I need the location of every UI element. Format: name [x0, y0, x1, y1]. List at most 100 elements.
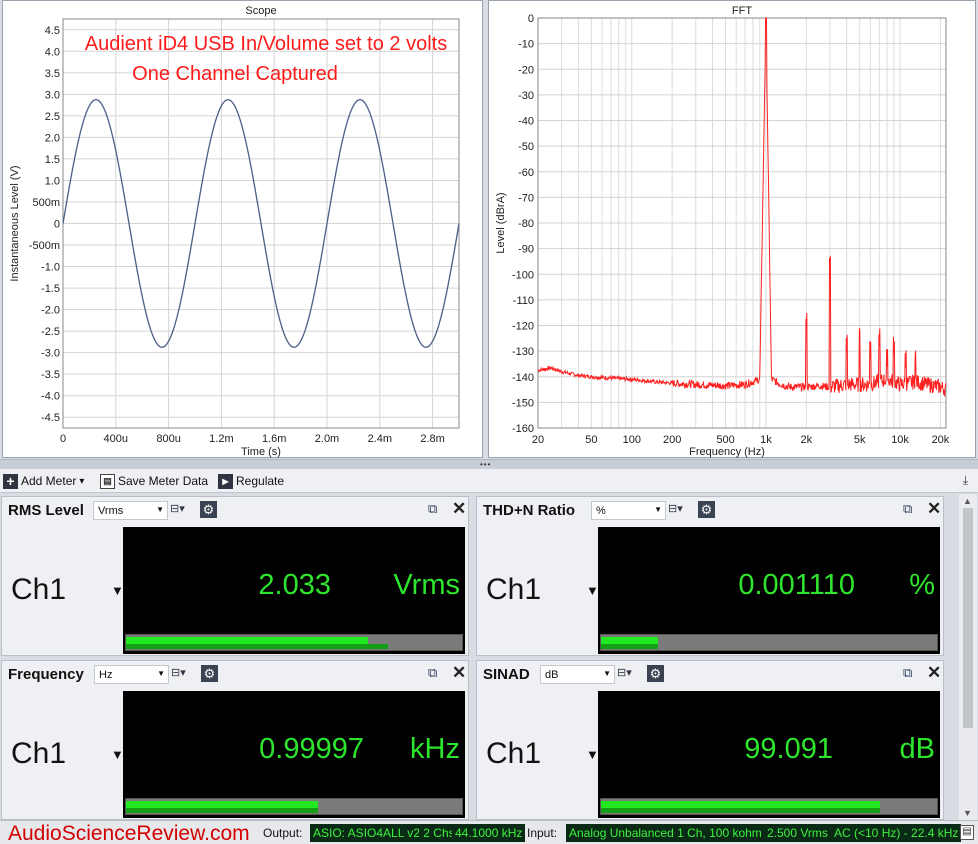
scope-y-tick: 4.5 [45, 25, 60, 37]
sinad-meter: SINAD dB ▼ ⊟▾ ⚙ ⧉ ✕ Ch1 ▼ 99.091 dB [476, 660, 944, 820]
add-meter-button[interactable]: + Add Meter ▾ [3, 472, 84, 490]
download-icon[interactable]: ⤓ [962, 473, 968, 487]
panel-splitter[interactable]: ••• [0, 459, 978, 469]
scope-x-tick: 1.6m [262, 433, 286, 445]
meter-display: 0.001110% [598, 527, 940, 654]
chevron-down-icon: ▼ [654, 505, 662, 514]
popout-icon[interactable]: ⧉ [903, 501, 913, 516]
meter-value: 0.001110 [738, 569, 855, 601]
status-menu-icon[interactable]: ▤ [960, 825, 974, 840]
level-bar-peak [601, 808, 880, 813]
scope-y-tick: -3.5 [41, 369, 60, 381]
graph-icon[interactable]: ⊟▾ [170, 503, 185, 515]
meter-unit: % [909, 569, 935, 601]
level-bar [600, 634, 938, 651]
fft-y-tick: -60 [518, 167, 534, 179]
scope-y-tick: -500m [29, 240, 60, 252]
save-meter-data-button[interactable]: ▤ Save Meter Data [100, 472, 208, 490]
scope-y-tick: 1.0 [45, 175, 60, 187]
meter-header: RMS Level Vrms ▼ ⊟▾ ⚙ ⧉ ✕ [2, 497, 468, 523]
unit-select[interactable]: Hz ▼ [94, 665, 169, 684]
popout-icon[interactable]: ⧉ [428, 501, 438, 516]
regulate-label: Regulate [236, 474, 285, 488]
save-meter-data-label: Save Meter Data [118, 474, 209, 488]
scroll-down-icon[interactable]: ▼ [963, 808, 972, 818]
unit-select[interactable]: dB ▼ [540, 665, 615, 684]
graph-icon[interactable]: ⊟▾ [617, 667, 632, 679]
level-bar [600, 798, 938, 815]
meters-scrollbar[interactable]: ▲ ▼ [959, 494, 977, 820]
scope-x-tick: 1.2m [209, 433, 233, 445]
chevron-down-icon: ▼ [157, 669, 165, 678]
chevron-down-icon: ▾ [79, 475, 85, 487]
input-device-button[interactable]: Analog Unbalanced 1 Ch, 100 kohm [566, 824, 765, 842]
popout-icon[interactable]: ⧉ [903, 665, 913, 680]
annotation-line-1: Audient iD4 USB In/Volume set to 2 volts [85, 33, 447, 55]
popout-icon[interactable]: ⧉ [428, 665, 438, 680]
output-device-button[interactable]: ASIO: ASIO4ALL v2 2 Chs [310, 824, 458, 842]
fft-y-tick: -110 [513, 295, 534, 307]
graph-icon[interactable]: ⊟▾ [171, 667, 186, 679]
meter-title: THD+N Ratio [483, 502, 576, 519]
annotation-line-2: One Channel Captured [132, 63, 338, 85]
fft-y-tick: -90 [518, 244, 534, 256]
meter-title: RMS Level [8, 502, 84, 519]
fft-y-label: Level (dBrA) [495, 192, 507, 253]
channel-dropdown-icon[interactable]: ▼ [111, 747, 124, 762]
fft-y-tick: -70 [518, 192, 534, 204]
gear-icon[interactable]: ⚙ [201, 665, 218, 682]
unit-select[interactable]: Vrms ▼ [93, 501, 168, 520]
channel-label: Ch1 [486, 737, 542, 770]
meter-title: Frequency [8, 666, 84, 683]
fft-y-tick: -30 [518, 90, 534, 102]
fft-x-tick: 2k [800, 434, 812, 446]
input-filter-button[interactable]: AC (<10 Hz) - 22.4 kHz [831, 824, 962, 842]
gear-icon[interactable]: ⚙ [698, 501, 715, 518]
close-icon[interactable]: ✕ [927, 499, 942, 518]
meter-header: SINAD dB ▼ ⊟▾ ⚙ ⧉ ✕ [477, 661, 943, 687]
scroll-up-icon[interactable]: ▲ [963, 496, 972, 506]
unit-select-value: % [596, 505, 606, 517]
level-bar [125, 634, 463, 651]
scope-y-tick: 4.0 [45, 46, 60, 58]
scope-y-tick: -4.5 [41, 412, 60, 424]
graph-icon[interactable]: ⊟▾ [668, 503, 683, 515]
meter-unit: dB [899, 733, 935, 765]
status-bar: AudioScienceReview.com Output: ASIO: ASI… [0, 820, 978, 844]
channel-dropdown-icon[interactable]: ▼ [111, 583, 124, 598]
save-icon: ▤ [100, 473, 115, 489]
fft-x-tick: 100 [623, 434, 641, 446]
input-range-button[interactable]: 2.500 Vrms [764, 824, 831, 842]
fft-y-tick: -20 [518, 64, 534, 76]
splitter-grip-icon[interactable]: ••• [480, 460, 492, 469]
scope-x-tick: 800u [156, 433, 180, 445]
level-bar-fill [126, 637, 368, 644]
unit-select[interactable]: % ▼ [591, 501, 666, 520]
regulate-button[interactable]: ▶ Regulate [218, 472, 284, 490]
meter-header: Frequency Hz ▼ ⊟▾ ⚙ ⧉ ✕ [2, 661, 468, 687]
scope-x-tick: 2.4m [368, 433, 392, 445]
channel-dropdown-icon[interactable]: ▼ [586, 747, 599, 762]
scroll-thumb[interactable] [963, 508, 973, 728]
fft-y-tick: -130 [512, 346, 534, 358]
play-icon: ▶ [218, 473, 233, 489]
close-icon[interactable]: ✕ [927, 663, 942, 682]
channel-dropdown-icon[interactable]: ▼ [586, 583, 599, 598]
channel-label: Ch1 [486, 573, 542, 606]
gear-icon[interactable]: ⚙ [200, 501, 217, 518]
meter-header: THD+N Ratio% ▼ ⊟▾ ⚙ ⧉ ✕ [477, 497, 943, 523]
fft-spectrum-line [537, 17, 947, 397]
output-rate-button[interactable]: 44.1000 kHz [452, 824, 526, 842]
scope-y-tick: 3.5 [45, 68, 60, 80]
input-label: Input: [527, 826, 558, 840]
close-icon[interactable]: ✕ [452, 499, 467, 518]
fft-plot-border [537, 17, 947, 429]
fft-y-tick: -160 [512, 423, 534, 435]
rms-level-meter: RMS Level Vrms ▼ ⊟▾ ⚙ ⧉ ✕ Ch1 ▼ 2.033 Vrms [1, 496, 469, 656]
add-meter-label: Add Meter [21, 474, 77, 488]
gear-icon[interactable]: ⚙ [647, 665, 664, 682]
level-bar-fill [601, 637, 659, 644]
fft-x-tick: 5k [854, 434, 866, 446]
close-icon[interactable]: ✕ [452, 663, 467, 682]
